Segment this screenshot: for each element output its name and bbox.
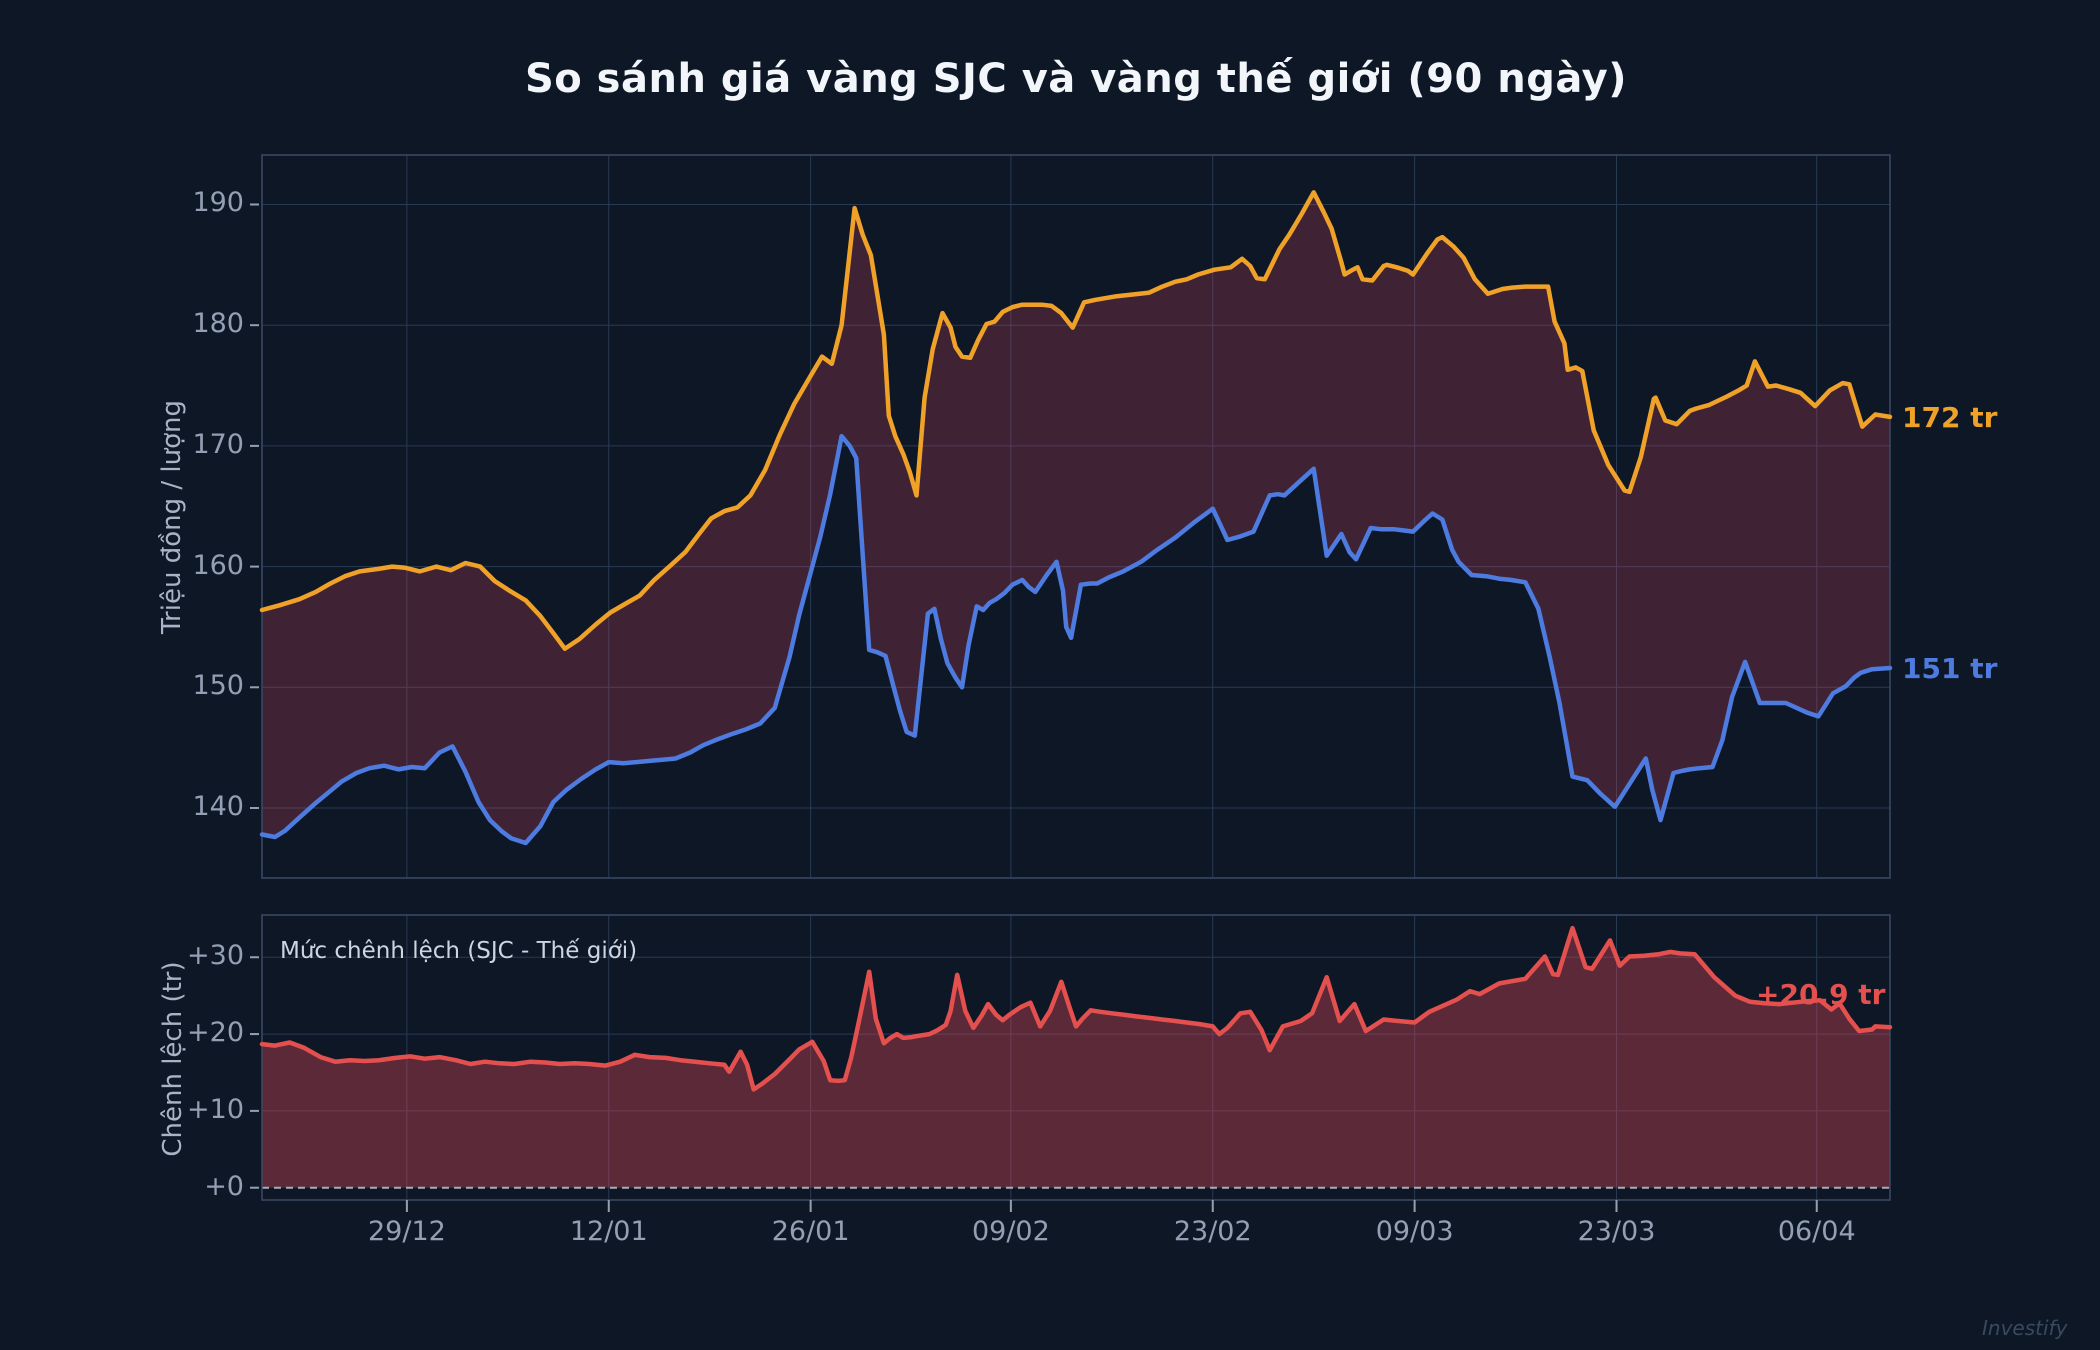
gold-price-comparison-chart (250, 154, 1893, 1212)
